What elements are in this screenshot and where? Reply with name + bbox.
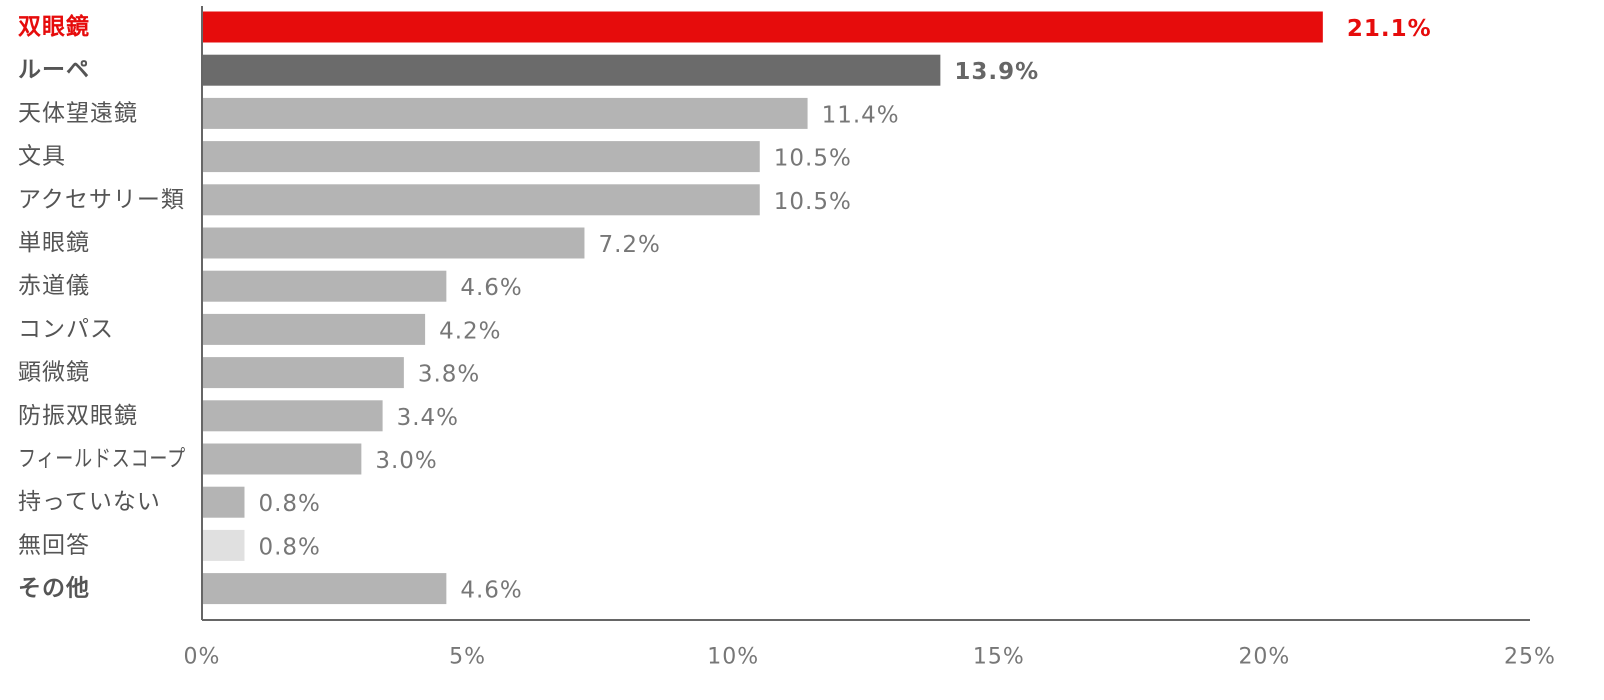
bar (202, 11, 1323, 43)
value-label: 10.5% (774, 146, 852, 172)
bars-layer (202, 11, 1323, 605)
bar (202, 486, 245, 518)
value-labels: 21.1% 13.9% 11.4% 10.5% 10.5% 7.2% 4.6% 4.2% 3.8… (258, 16, 1432, 604)
bar (202, 313, 426, 345)
category-label: フィールドスコープ (18, 446, 186, 472)
x-tick-label: 20% (1238, 645, 1290, 670)
bar (202, 529, 245, 561)
bar (202, 357, 404, 389)
value-label: 0.8% (258, 491, 320, 517)
x-tick-labels: 0% 5% 10% 15% 20% 25% (184, 645, 1556, 670)
bar (202, 400, 383, 432)
value-label: 13.9% (954, 59, 1039, 85)
value-label: 3.4% (397, 405, 459, 431)
value-label: 0.8% (258, 534, 320, 560)
value-label: 4.6% (460, 275, 522, 301)
category-label: 双眼鏡 (18, 13, 90, 40)
category-label: コンパス (18, 316, 114, 342)
value-label: 10.5% (774, 189, 852, 215)
category-label: 赤道儀 (18, 273, 90, 299)
bar (202, 227, 585, 259)
value-label: 21.1% (1347, 16, 1432, 42)
bar (202, 141, 760, 173)
category-label: アクセサリー類 (18, 187, 185, 213)
bar (202, 270, 447, 302)
value-label: 11.4% (822, 102, 900, 128)
bar (202, 97, 808, 129)
x-tick-label: 10% (707, 645, 759, 670)
axes (201, 6, 1530, 621)
category-label: ルーペ (18, 57, 90, 83)
category-label: 単眼鏡 (18, 230, 90, 256)
bar (202, 184, 760, 216)
x-tick-label: 15% (973, 645, 1025, 670)
category-label: 天体望遠鏡 (18, 100, 138, 126)
bar (202, 54, 941, 86)
value-label: 3.8% (418, 362, 480, 388)
category-label: 顕微鏡 (18, 360, 90, 386)
category-label: 防振双眼鏡 (18, 403, 138, 429)
category-label: 無回答 (18, 532, 90, 558)
x-tick-label: 25% (1504, 645, 1556, 670)
x-tick-label: 5% (449, 645, 486, 670)
category-label: 文具 (18, 144, 66, 170)
category-label: その他 (18, 576, 90, 602)
bar (202, 573, 447, 605)
category-labels: 双眼鏡ルーペ天体望遠鏡文具アクセサリー類単眼鏡赤道儀コンパス顕微鏡防振双眼鏡フィ… (18, 13, 186, 602)
value-label: 3.0% (375, 448, 437, 474)
category-label: 持っていない (18, 489, 161, 515)
value-label: 4.2% (439, 318, 501, 344)
x-tick-label: 0% (184, 645, 221, 670)
value-label: 7.2% (598, 232, 660, 258)
bar (202, 443, 362, 475)
value-label: 4.6% (460, 578, 522, 604)
